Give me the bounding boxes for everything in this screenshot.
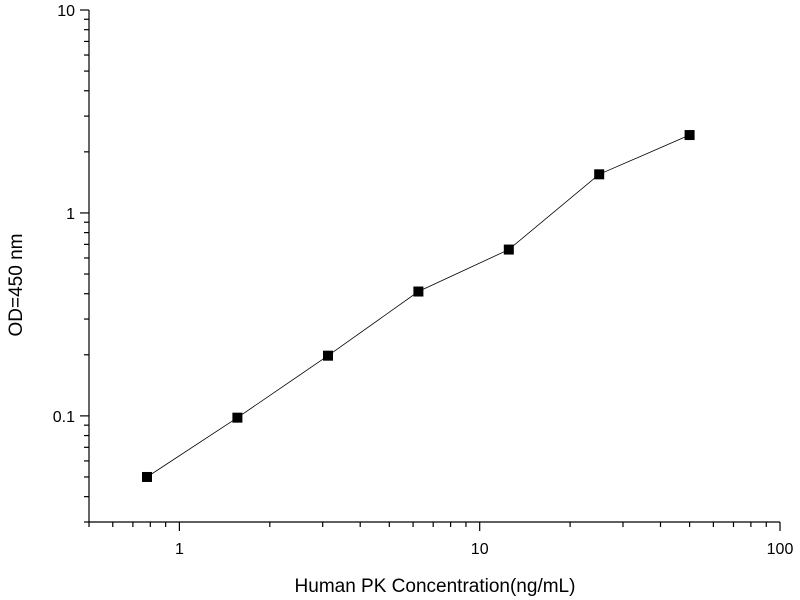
- y-axis-title: OD=450 nm: [6, 234, 27, 337]
- data-point: [141, 471, 152, 482]
- data-point: [413, 286, 424, 297]
- x-tick-label: 10: [471, 541, 489, 558]
- series-layer: [141, 130, 695, 482]
- x-ticks: 1 10 100: [88, 522, 794, 558]
- data-point: [684, 130, 695, 141]
- y-tick-label: 1: [66, 206, 75, 223]
- data-point: [503, 244, 514, 255]
- x-axis-title: Human PK Concentration(ng/mL): [295, 576, 576, 597]
- series-line: [146, 134, 690, 478]
- y-tick-label: 10: [57, 3, 75, 20]
- axes: [88, 10, 780, 523]
- x-tick-label: 100: [767, 541, 794, 558]
- data-point: [323, 350, 334, 361]
- data-point: [594, 169, 605, 180]
- y-tick-label: 0.1: [53, 409, 75, 426]
- y-ticks: 0.1 1 10: [53, 3, 89, 523]
- x-tick-label: 1: [175, 541, 184, 558]
- data-point: [232, 412, 243, 423]
